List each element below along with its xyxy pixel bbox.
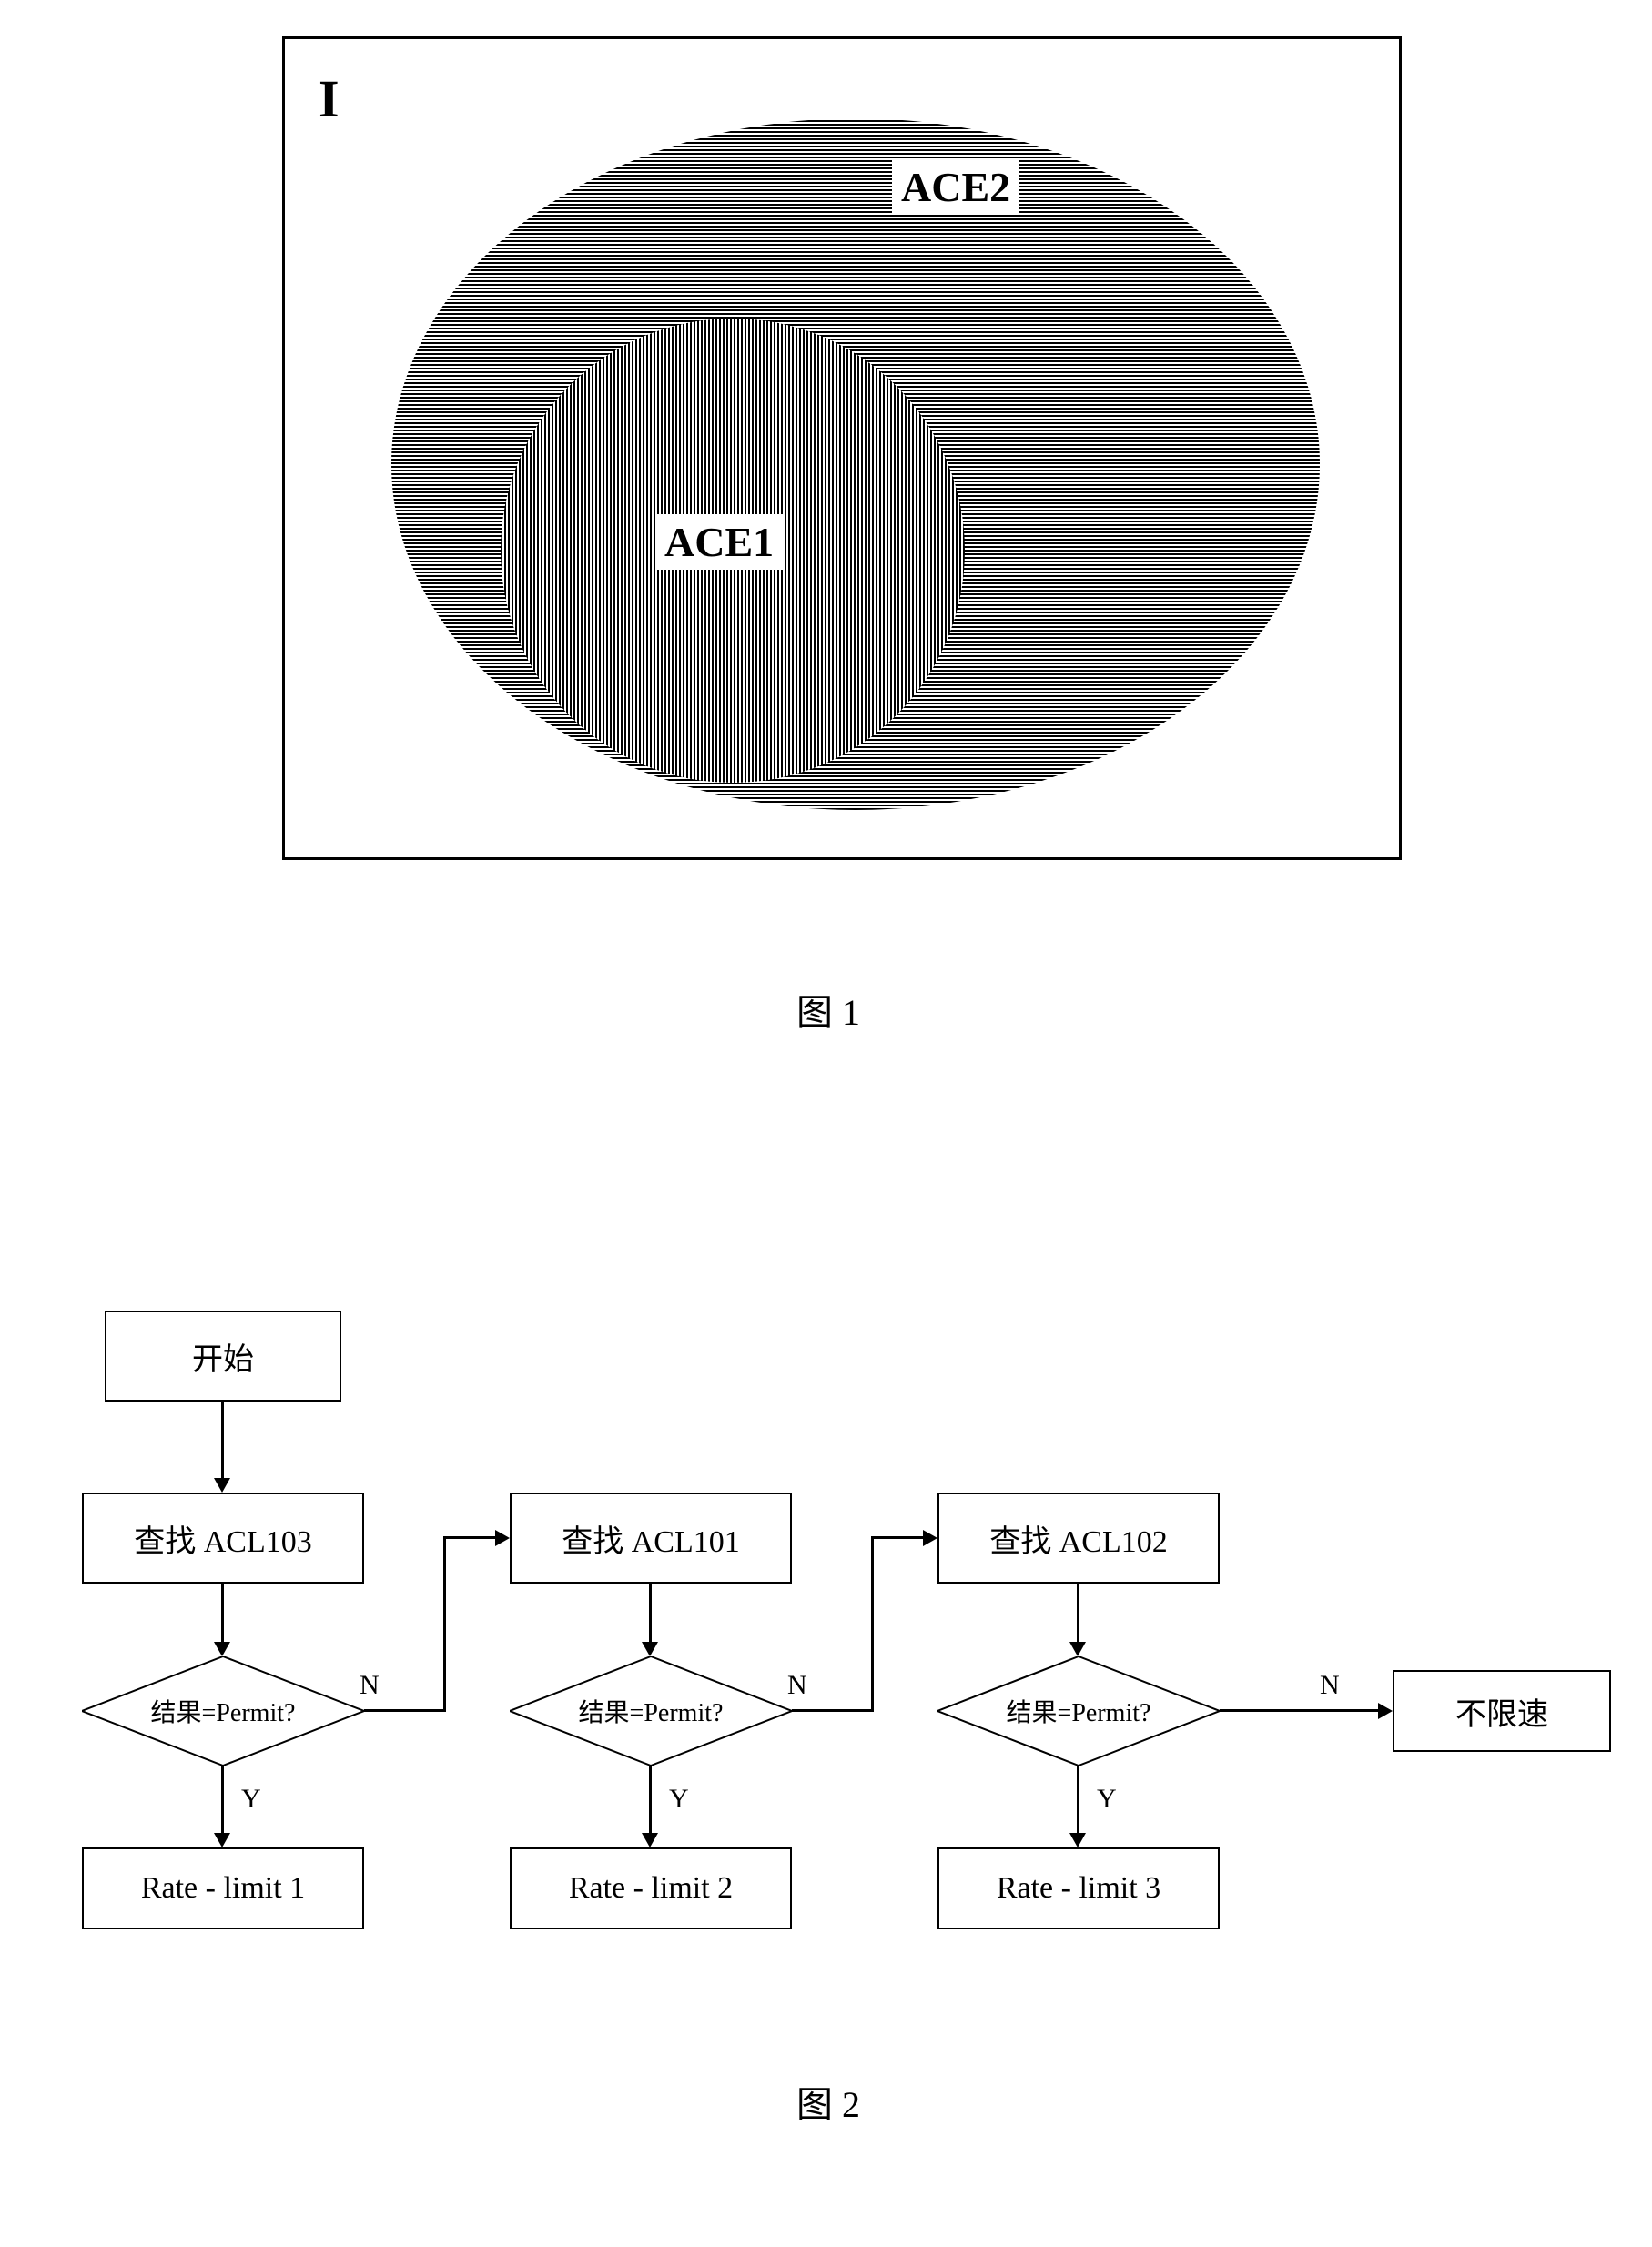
flow-decision-1: 结果=Permit? (82, 1656, 364, 1766)
y-label-1: Y (241, 1784, 261, 1815)
y-label-3: Y (1097, 1784, 1117, 1815)
arrow-diam1-n-h (364, 1709, 446, 1712)
arrow-diam2-n-h (792, 1709, 874, 1712)
flow-find-acl103: 查找 ACL103 (82, 1493, 364, 1584)
arrow-diam2-rate2 (649, 1766, 652, 1833)
arrow-diam1-rate1 (221, 1766, 224, 1833)
n-label-3: N (1320, 1670, 1340, 1701)
venn-corner-label: I (319, 68, 340, 129)
arrow-diam2-n-v (871, 1538, 874, 1712)
arrowhead-diam2-rate2 (642, 1833, 658, 1847)
flow-rate-limit-2: Rate - limit 2 (510, 1847, 792, 1929)
arrowhead-diam3-n (1378, 1703, 1393, 1719)
decision-2-text: 结果=Permit? (510, 1656, 792, 1766)
figure-2-caption: 图 2 (737, 2075, 919, 2128)
decision-3-text: 结果=Permit? (937, 1656, 1220, 1766)
arrowhead-diam2-n (923, 1530, 937, 1546)
ace1-label: ACE1 (655, 514, 783, 570)
flow-start: 开始 (105, 1311, 341, 1402)
arrowhead-diam1-n (495, 1530, 510, 1546)
n-label-2: N (787, 1670, 807, 1701)
arrow-find1-diam1 (221, 1584, 224, 1642)
y-label-2: Y (669, 1784, 689, 1815)
arrow-diam2-n-h2 (871, 1536, 923, 1539)
flow-rate-limit-3: Rate - limit 3 (937, 1847, 1220, 1929)
n-label-1: N (360, 1670, 380, 1701)
arrowhead-find2-diam2 (642, 1642, 658, 1656)
flow-no-limit: 不限速 (1393, 1670, 1611, 1752)
flow-decision-3: 结果=Permit? (937, 1656, 1220, 1766)
decision-1-text: 结果=Permit? (82, 1656, 364, 1766)
arrowhead-find3-diam3 (1069, 1642, 1086, 1656)
flow-find-acl102: 查找 ACL102 (937, 1493, 1220, 1584)
arrowhead-start-find1 (214, 1478, 230, 1493)
arrowhead-find1-diam1 (214, 1642, 230, 1656)
arrow-find3-diam3 (1077, 1584, 1079, 1642)
flow-decision-2: 结果=Permit? (510, 1656, 792, 1766)
arrow-diam3-rate3 (1077, 1766, 1079, 1833)
arrow-diam1-n-v (443, 1538, 446, 1712)
arrow-start-find1 (221, 1402, 224, 1478)
figure-1-caption: 图 1 (737, 983, 919, 1036)
flow-rate-limit-1: Rate - limit 1 (82, 1847, 364, 1929)
arrowhead-diam1-rate1 (214, 1833, 230, 1847)
arrowhead-diam3-rate3 (1069, 1833, 1086, 1847)
arrow-diam3-n-h (1220, 1709, 1378, 1712)
arrow-find2-diam2 (649, 1584, 652, 1642)
ace2-label: ACE2 (892, 159, 1019, 215)
flow-find-acl101: 查找 ACL101 (510, 1493, 792, 1584)
arrow-diam1-n-h2 (443, 1536, 495, 1539)
